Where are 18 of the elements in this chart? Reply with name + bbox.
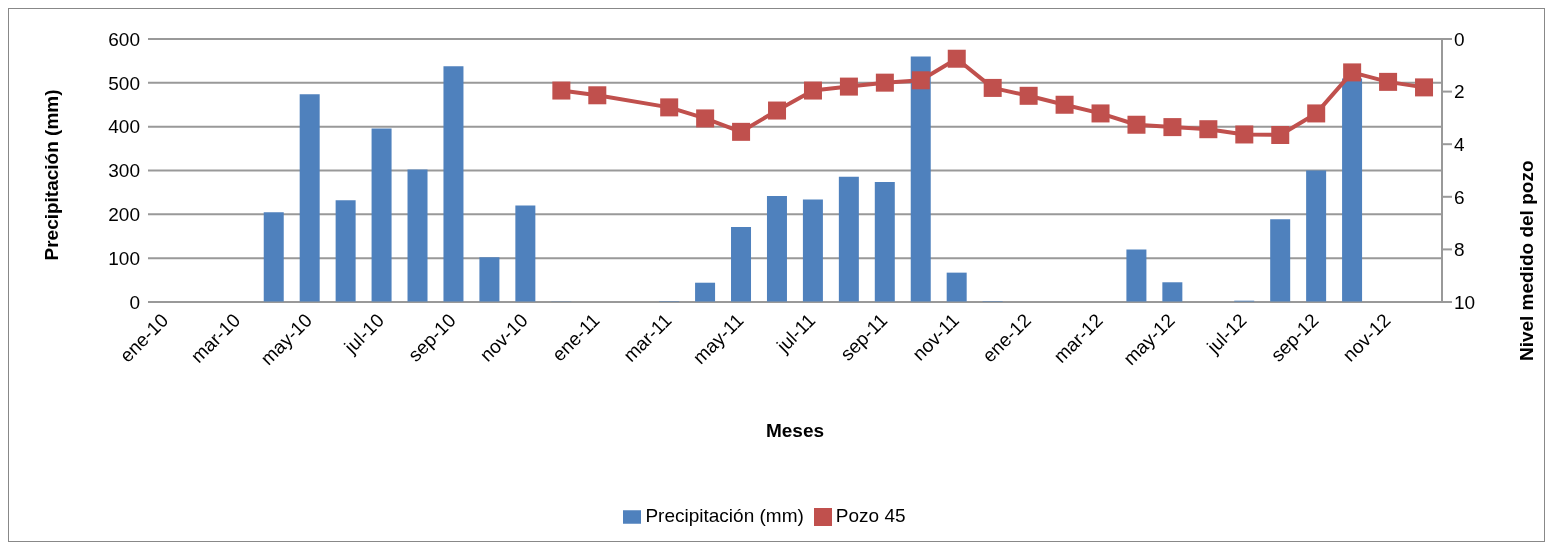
y-axis-title: Precipitación (mm) — [40, 89, 62, 261]
legend-label: Precipitación (mm) — [645, 505, 804, 526]
y2-tick-label: 4 — [1454, 133, 1465, 155]
y2-tick-label: 6 — [1454, 186, 1465, 208]
y-tick-label: 300 — [108, 160, 140, 182]
y2-tick-label: 8 — [1454, 239, 1465, 261]
y-tick-label: 600 — [108, 28, 140, 50]
y-tick-label: 100 — [108, 247, 140, 269]
legend-label: Pozo 45 — [835, 505, 906, 526]
x-axis-title: Meses — [765, 420, 825, 441]
y-tick-label: 500 — [108, 72, 140, 94]
y2-tick-label: 10 — [1454, 291, 1476, 313]
y2-tick-label: 2 — [1454, 81, 1465, 103]
y2-tick-label: 0 — [1454, 28, 1465, 50]
y-tick-label: 0 — [129, 291, 140, 313]
y2-axis-title: Nivel medido del pozo — [1515, 160, 1537, 362]
y-tick-label: 200 — [108, 204, 140, 226]
y-tick-label: 400 — [108, 116, 140, 138]
